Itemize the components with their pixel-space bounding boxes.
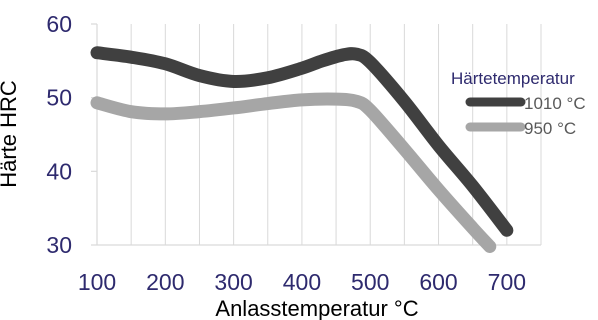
- axis-layer: [91, 23, 541, 246]
- x-axis-title: Anlasstemperatur °C: [215, 296, 418, 320]
- y-tick-label-50: 50: [46, 85, 72, 111]
- x-tick-label-600: 600: [419, 269, 457, 295]
- series-line-950: [90, 92, 497, 253]
- legend-label-950: 950 °C: [524, 119, 576, 138]
- legend-title: Härtetemperatur: [451, 69, 575, 88]
- x-tick-label-400: 400: [283, 269, 321, 295]
- series-line-1010: [90, 46, 514, 237]
- y-tick-label-60: 60: [46, 11, 72, 37]
- legend: Härtetemperatur 1010 °C 950 °C: [451, 69, 586, 138]
- x-tick-label-700: 700: [488, 269, 526, 295]
- y-axis-title: Härte HRC: [0, 80, 21, 188]
- x-tick-label-500: 500: [351, 269, 389, 295]
- series-layer: [90, 46, 514, 253]
- x-tick-label-200: 200: [146, 269, 184, 295]
- y-tick-label-40: 40: [46, 158, 72, 184]
- x-tick-label-100: 100: [78, 269, 116, 295]
- legend-label-1010: 1010 °C: [524, 94, 586, 113]
- y-tick-label-30: 30: [46, 232, 72, 258]
- tick-label-layer: 100 200 300 400 500 600 700 30 40 50 60: [46, 11, 526, 295]
- x-tick-label-300: 300: [214, 269, 252, 295]
